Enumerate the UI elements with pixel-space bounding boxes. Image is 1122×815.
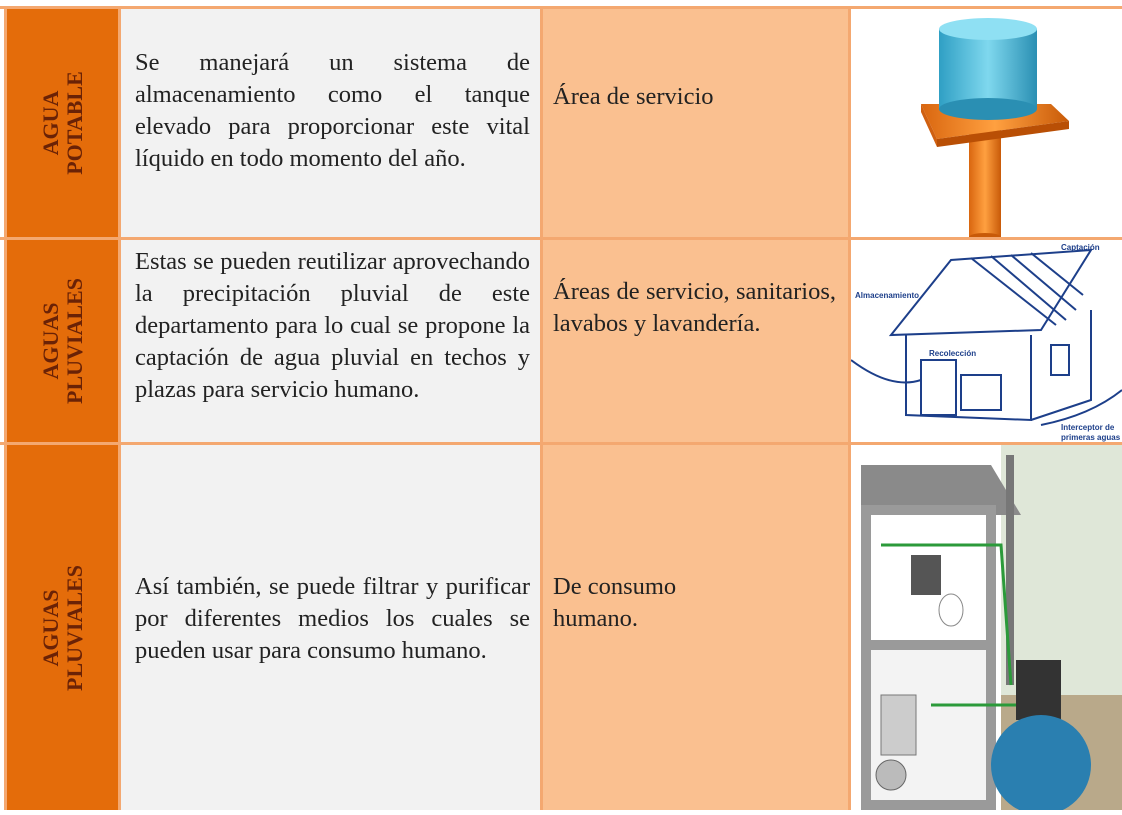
house-section-illustration <box>861 445 1122 815</box>
image-cell <box>848 9 1122 241</box>
row-label-cell: AGUAS PLUVIALES <box>4 240 118 442</box>
image-cell: Captación Almacenamiento Recolección Int… <box>848 240 1122 442</box>
rain-capture-illustration: Captación Almacenamiento Recolección Int… <box>850 243 1122 442</box>
image-label: Recolección <box>929 349 976 358</box>
use-cell: Áreas de servicio, sanitarios, lavabos y… <box>540 240 848 442</box>
image-label: Interceptor de <box>1061 423 1115 432</box>
row-label: AGUA POTABLE <box>37 71 87 175</box>
description-cell: Estas se pueden reutilizar aprovechando … <box>118 240 540 442</box>
row-label-cell: AGUAS PLUVIALES <box>4 445 118 810</box>
description: Así también, se puede filtrar y purifica… <box>135 573 530 664</box>
image-cell <box>848 445 1122 815</box>
row-label-line: PLUVIALES <box>61 278 87 404</box>
description: Se manejará un sistema de almacenamiento… <box>135 49 530 172</box>
water-tank-illustration <box>921 18 1069 241</box>
description: Estas se pueden reutilizar aprovechando … <box>135 248 530 403</box>
image-label: Captación <box>1061 243 1100 252</box>
use-cell: De consumo humano. <box>540 445 848 810</box>
row-label-line: AGUA <box>37 90 63 156</box>
use: Áreas de servicio, sanitarios, lavabos y… <box>553 278 836 337</box>
description-cell: Se manejará un sistema de almacenamiento… <box>118 9 540 237</box>
image-label: Almacenamiento <box>855 291 919 300</box>
row-label-line: POTABLE <box>61 71 87 175</box>
use: Área de servicio <box>553 83 714 110</box>
use: De consumo humano. <box>553 573 677 632</box>
image-label: primeras aguas <box>1061 433 1121 442</box>
table-row: AGUAS PLUVIALES Estas se pueden reutiliz… <box>0 237 1122 442</box>
use-cell: Área de servicio <box>540 9 848 237</box>
row-label-line: AGUAS <box>37 302 63 380</box>
row-label-line: PLUVIALES <box>61 564 87 691</box>
table-row: AGUAS PLUVIALES Así también, se puede fi… <box>0 442 1122 815</box>
row-label: AGUAS PLUVIALES <box>37 278 87 404</box>
row-label: AGUAS PLUVIALES <box>37 564 87 691</box>
row-label-cell: AGUA POTABLE <box>4 9 118 237</box>
description-cell: Así también, se puede filtrar y purifica… <box>118 445 540 810</box>
row-label-line: AGUAS <box>37 588 63 667</box>
table-row: AGUA POTABLE Se manejará un sistema de a… <box>0 6 1122 241</box>
